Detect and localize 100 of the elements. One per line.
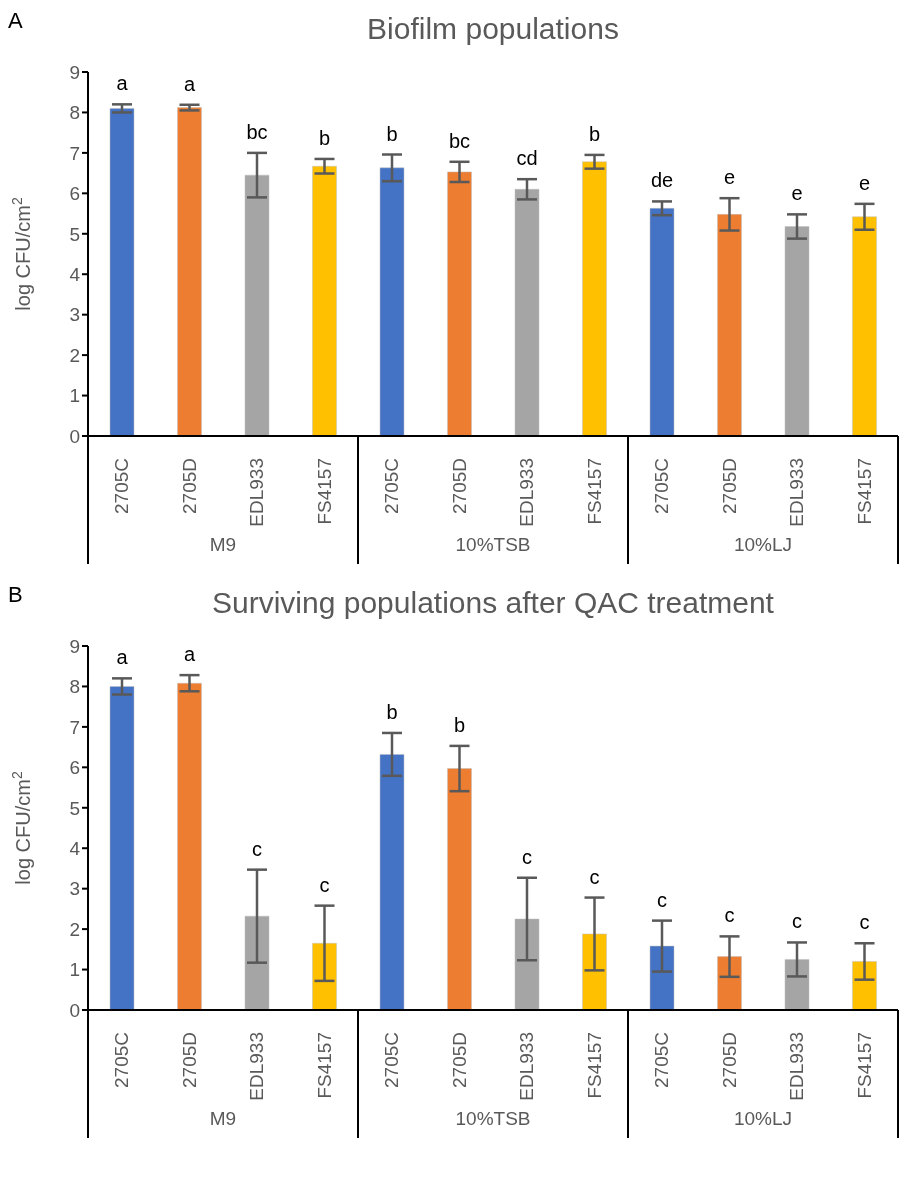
data-label: b [386, 122, 398, 145]
data-label: e [791, 182, 803, 205]
y-tick-label: 6 [69, 757, 80, 779]
data-label: a [116, 72, 129, 95]
y-tick-label: 6 [69, 183, 80, 205]
text: M9 [208, 534, 238, 556]
text: A [8, 8, 23, 34]
data-label: c [252, 837, 262, 860]
x-tick-label: EDL933 [246, 1032, 268, 1101]
y-tick-label: 7 [69, 142, 80, 164]
bar [244, 915, 270, 1010]
bar [177, 107, 202, 436]
y-tick-label: 0 [69, 425, 80, 447]
x-tick-label: 2705D [718, 1032, 740, 1088]
y-tick-label: 2 [69, 918, 80, 940]
text: 10%LJ [732, 1108, 794, 1130]
x-tick-label: FS4157 [853, 458, 875, 525]
bar [447, 768, 472, 1010]
bar [109, 108, 135, 436]
bar [514, 189, 540, 436]
x-tick-label: 2705D [448, 1032, 470, 1088]
data-label: c [522, 845, 532, 868]
x-tick-label: FS4157 [583, 458, 605, 525]
y-tick-label: 2 [69, 344, 80, 366]
bar [784, 959, 810, 1010]
bar [109, 686, 135, 1010]
x-tick-label: 2705D [178, 1032, 200, 1088]
x-tick-label: 2705D [178, 458, 200, 514]
y-tick-label: 4 [69, 263, 81, 285]
x-tick-label: EDL933 [786, 458, 808, 527]
y-tick-label: 9 [69, 635, 80, 657]
data-label: e [858, 171, 871, 194]
data-label: c [657, 888, 667, 911]
bar [244, 174, 270, 436]
bar [379, 754, 405, 1010]
data-label: e [723, 166, 736, 189]
bar [649, 208, 675, 436]
bar [514, 918, 540, 1010]
chart-title: Surviving populations after QAC treatment [211, 586, 775, 620]
bar [582, 933, 607, 1010]
bar [649, 945, 675, 1010]
y-tick-label: 8 [69, 102, 80, 124]
data-label: cd [516, 147, 538, 170]
x-tick-label: EDL933 [516, 458, 538, 527]
x-tick-label: EDL933 [516, 1032, 538, 1101]
y-tick-label: 3 [69, 878, 80, 900]
bar [582, 161, 607, 436]
data-label: c [319, 873, 330, 896]
x-tick-label: 2705C [111, 458, 133, 514]
bar [177, 682, 202, 1010]
y-tick-label: 5 [69, 223, 80, 245]
data-label: c [792, 910, 802, 933]
bar [852, 216, 877, 436]
y-tick-label: 5 [69, 797, 80, 819]
data-label: de [650, 169, 674, 192]
x-tick-label: 2705C [381, 458, 403, 514]
y-tick-label: 7 [69, 716, 80, 738]
bar [379, 167, 405, 436]
bar [717, 956, 742, 1010]
bar [447, 171, 472, 436]
y-tick-label: 9 [69, 61, 80, 83]
data-label: b [318, 126, 331, 149]
x-tick-label: 2705C [381, 1032, 403, 1088]
x-tick-label: 2705C [651, 1032, 673, 1088]
x-tick-label: FS4157 [583, 1032, 605, 1099]
text: M9 [208, 1108, 238, 1130]
data-label: a [116, 646, 129, 669]
text: 10%LJ [732, 534, 794, 556]
text: B [8, 582, 23, 608]
y-tick-label: 4 [69, 837, 81, 859]
text: 10%TSB [454, 1108, 532, 1130]
data-label: b [386, 700, 398, 723]
y-tick-label: 8 [69, 676, 80, 698]
data-label: b [588, 122, 601, 145]
data-label: c [724, 904, 735, 927]
x-tick-label: 2705C [651, 458, 673, 514]
x-tick-label: FS4157 [313, 1032, 335, 1099]
x-tick-label: 2705C [111, 1032, 133, 1088]
y-tick-label: 1 [69, 385, 80, 407]
data-label: bc [448, 129, 471, 152]
x-tick-label: 2705D [718, 458, 740, 514]
data-label: b [453, 713, 466, 736]
data-label: c [589, 865, 600, 888]
bar [717, 214, 742, 436]
x-tick-label: EDL933 [786, 1032, 808, 1101]
bar [784, 226, 810, 436]
bar [312, 165, 337, 436]
chart-title: Biofilm populations [366, 12, 620, 46]
data-label: a [183, 643, 196, 666]
data-label: c [859, 911, 870, 934]
bar [852, 961, 877, 1010]
data-label: a [183, 72, 196, 95]
text: 10%TSB [454, 534, 532, 556]
y-tick-label: 3 [69, 304, 80, 326]
data-label: bc [246, 120, 268, 143]
x-tick-label: FS4157 [853, 1032, 875, 1099]
y-tick-label: 0 [69, 999, 80, 1021]
y-tick-label: 1 [69, 959, 80, 981]
x-tick-label: 2705D [448, 458, 470, 514]
bar [312, 943, 337, 1010]
